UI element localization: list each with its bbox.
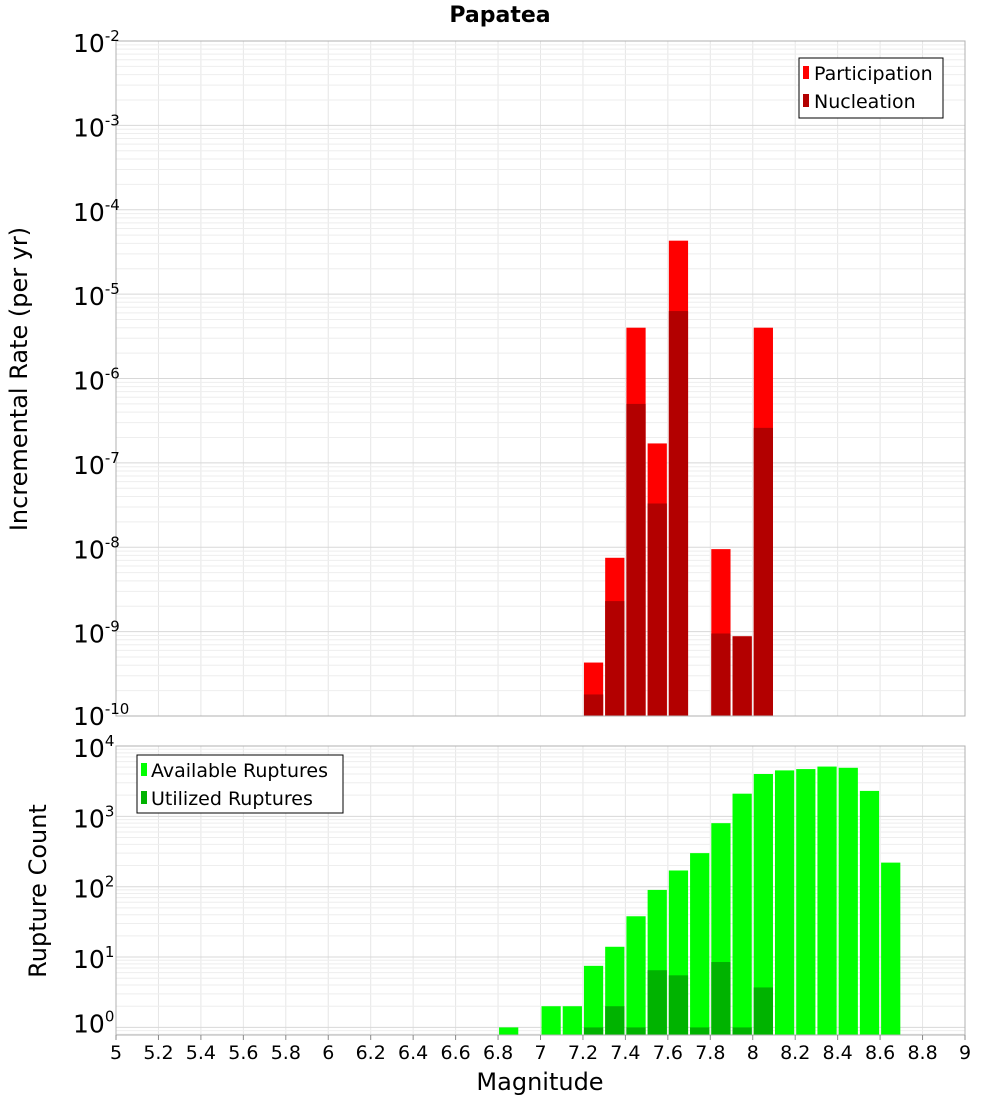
count-bar-available-ruptures (583, 965, 604, 1035)
top-legend-box (798, 57, 944, 119)
x-tick-label: 7.4 (610, 1042, 640, 1064)
x-tick-label: 8.2 (780, 1042, 810, 1064)
y-tick-label: 10-7 (73, 449, 120, 480)
count-bar-available-ruptures (753, 773, 773, 1035)
count-bar-available-ruptures (499, 1027, 519, 1035)
count-bar-available-ruptures (796, 769, 816, 1035)
y-tick-label: 103 (73, 802, 114, 833)
x-tick-label: 8.4 (823, 1042, 853, 1064)
participation-legend-label: Participation (814, 63, 933, 85)
bottom-panel: 100 101 102 103 104 5 5.2 5.4 5.6 5.8 6 6.2 6.4 6.6 6… (24, 732, 971, 1096)
y-tick-label: 10-2 (73, 27, 120, 58)
x-tick-label: 5.4 (186, 1042, 216, 1064)
top-gridlines (115, 40, 966, 717)
rate-bar-nucleation (753, 427, 773, 716)
count-bar-utilized-ruptures (647, 970, 667, 1035)
count-bar-available-ruptures (562, 1006, 582, 1035)
rate-bar-nucleation (647, 503, 667, 716)
count-bar-utilized-ruptures (690, 1027, 710, 1035)
count-bar-available-ruptures (774, 770, 795, 1035)
top-panel: 10-10 10-9 10-8 10-7 10-6 10-5 10-4 10-3 10-2 In… (5, 27, 966, 731)
rate-bar-nucleation (605, 601, 625, 716)
x-tick-label: 6.6 (440, 1042, 470, 1064)
count-bar-available-ruptures (541, 1006, 561, 1035)
rate-bar-nucleation (711, 633, 731, 716)
x-tick-label: 5.2 (143, 1042, 173, 1064)
chart-title: Papatea (449, 3, 550, 28)
x-tick-label: 6 (322, 1042, 334, 1064)
rate-bar-nucleation (583, 694, 604, 716)
count-bar-available-ruptures (690, 853, 710, 1035)
top-y-axis-label: Incremental Rate (per yr) (5, 227, 33, 531)
rate-bar-nucleation (668, 311, 689, 716)
utilized-ruptures-legend-label: Utilized Ruptures (151, 788, 313, 810)
x-tick-label: 7.6 (653, 1042, 683, 1064)
x-tick-label: 5.8 (271, 1042, 301, 1064)
count-bar-available-ruptures (859, 790, 880, 1035)
x-tick-label: 7 (534, 1042, 546, 1064)
bottom-y-axis-label: Rupture Count (24, 804, 52, 978)
x-tick-label: 7.8 (695, 1042, 725, 1064)
count-bar-utilized-ruptures (753, 987, 773, 1035)
y-tick-label: 10-4 (73, 196, 120, 227)
count-bar-available-ruptures (817, 766, 837, 1035)
x-tick-label: 7.2 (568, 1042, 598, 1064)
top-legend: Participation Nucleation (798, 57, 944, 119)
bottom-legend: Available Ruptures Utilized Ruptures (136, 754, 344, 814)
bottom-bars (499, 766, 901, 1035)
count-bar-available-ruptures (626, 916, 646, 1035)
top-y-tick-labels: 10-10 10-9 10-8 10-7 10-6 10-5 10-4 10-3 10-2 (73, 27, 129, 731)
count-bar-utilized-ruptures (732, 1027, 752, 1035)
x-tick-label: 6.8 (483, 1042, 513, 1064)
x-axis-label: Magnitude (476, 1068, 603, 1096)
y-tick-label: 102 (73, 873, 114, 904)
count-bar-utilized-ruptures (626, 1027, 646, 1035)
top-bars (583, 240, 773, 717)
x-tick-label: 8 (747, 1042, 759, 1064)
rate-bar-nucleation (732, 636, 752, 716)
x-tick-label: 5 (110, 1042, 122, 1064)
y-tick-label: 10-5 (73, 280, 120, 311)
x-tick-label: 8.8 (907, 1042, 937, 1064)
top-plot-frame (115, 40, 966, 717)
count-bar-available-ruptures (881, 862, 901, 1035)
count-bar-available-ruptures (732, 793, 752, 1035)
count-bar-utilized-ruptures (583, 1027, 604, 1035)
x-tick-labels: 5 5.2 5.4 5.6 5.8 6 6.2 6.4 6.6 6.8 7 7.2 7.4 7.6 7.8 8… (110, 1035, 971, 1064)
available-ruptures-legend-label: Available Ruptures (151, 760, 328, 782)
x-tick-label: 5.6 (228, 1042, 258, 1064)
y-tick-label: 10-3 (73, 111, 120, 142)
y-tick-label: 104 (73, 732, 114, 763)
y-tick-label: 100 (73, 1007, 114, 1038)
bottom-y-tick-labels: 100 101 102 103 104 (73, 732, 114, 1038)
count-bar-utilized-ruptures (668, 975, 689, 1035)
y-tick-label: 10-6 (73, 365, 120, 396)
y-tick-label: 10-9 (73, 618, 120, 649)
rate-bar-nucleation (626, 403, 646, 716)
nucleation-legend-label: Nucleation (814, 91, 916, 113)
x-tick-label: 6.4 (398, 1042, 428, 1064)
count-bar-utilized-ruptures (605, 1006, 625, 1035)
nucleation-legend-swatch (803, 94, 809, 107)
count-bar-utilized-ruptures (711, 962, 731, 1035)
x-tick-label: 8.6 (865, 1042, 895, 1064)
bottom-legend-box (136, 754, 344, 814)
x-tick-label: 9 (959, 1042, 971, 1064)
y-tick-label: 10-10 (73, 700, 129, 731)
y-tick-label: 10-8 (73, 533, 120, 564)
utilized-ruptures-legend-swatch (141, 791, 147, 804)
available-ruptures-legend-swatch (141, 763, 147, 776)
participation-legend-swatch (803, 66, 809, 79)
x-tick-label: 6.2 (356, 1042, 386, 1064)
y-tick-label: 101 (73, 943, 114, 974)
count-bar-available-ruptures (838, 767, 858, 1035)
